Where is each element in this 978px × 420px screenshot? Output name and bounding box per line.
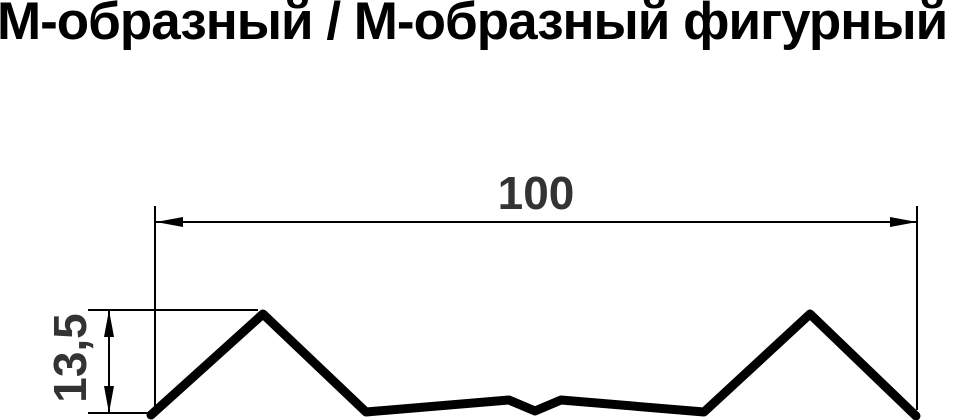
width-arrowhead-left (156, 217, 183, 227)
width-arrowhead-right (890, 217, 917, 227)
height-arrowhead-up (104, 310, 114, 337)
diagram-title: М-образный / М-образный фигурный (0, 0, 948, 51)
width-dimension-label: 100 (497, 167, 575, 219)
height-arrowhead-down (104, 386, 114, 413)
height-dimension-label: 13,5 (44, 313, 96, 403)
profile-outline (146, 309, 921, 420)
